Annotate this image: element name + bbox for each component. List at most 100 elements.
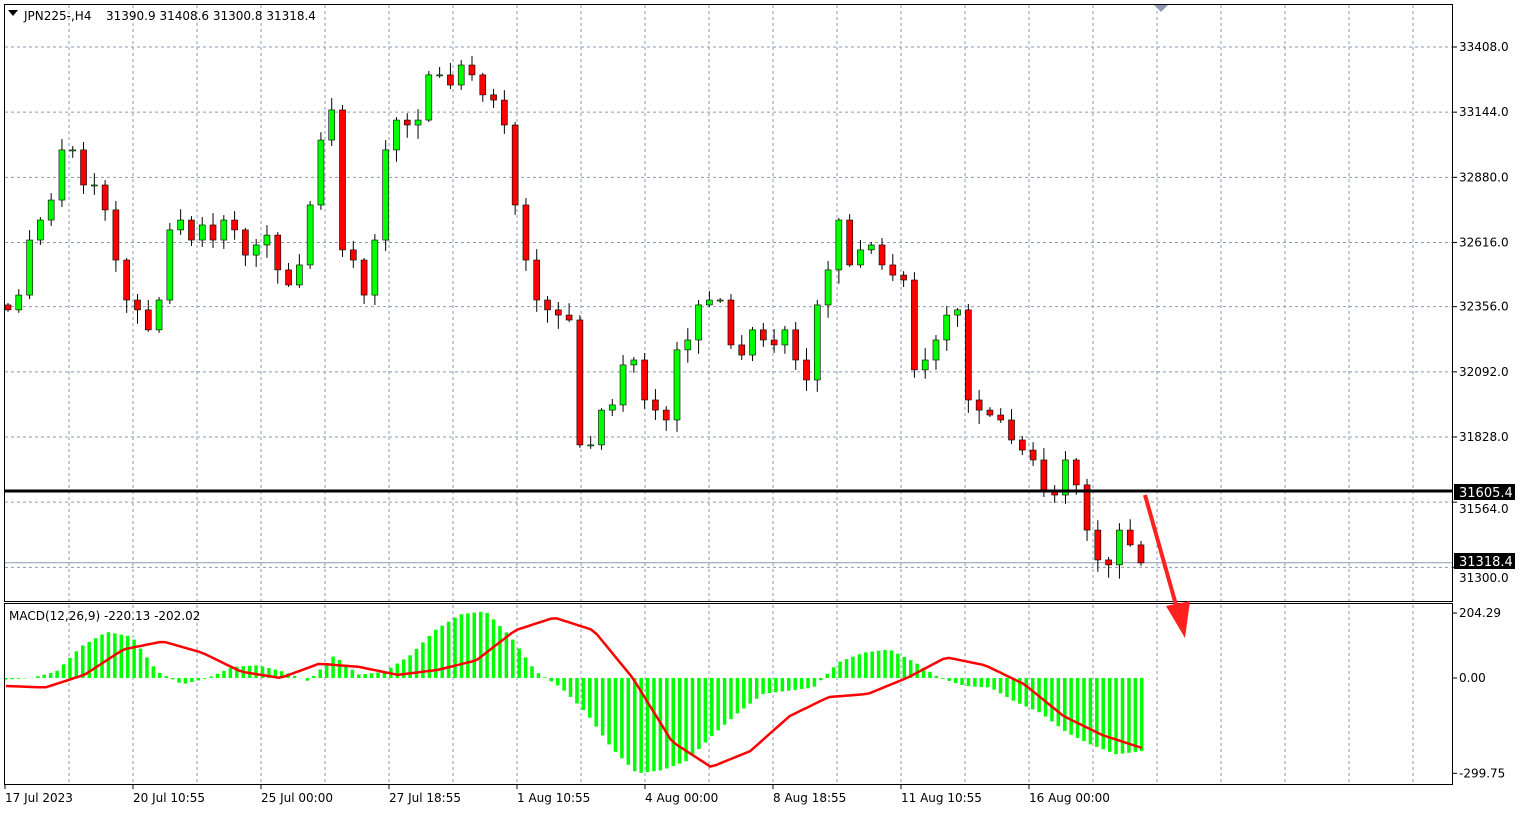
macd-histogram-bar [761, 678, 765, 694]
candle [58, 139, 66, 207]
candle [425, 70, 433, 123]
candle-body [727, 299, 735, 346]
candle [382, 140, 389, 251]
candle-body [188, 219, 195, 241]
macd-histogram-bar [376, 672, 380, 678]
candle [91, 173, 98, 195]
candle [457, 60, 465, 90]
macd-histogram-bar [613, 678, 618, 752]
candle-body [619, 364, 627, 406]
macd-histogram-bar [806, 678, 810, 689]
candle [101, 180, 109, 221]
candle-body [749, 329, 756, 356]
macd-histogram-bar [61, 664, 66, 678]
candle [544, 296, 551, 323]
candle [220, 215, 228, 249]
macd-histogram-bar [74, 651, 79, 678]
macd-histogram-bar [896, 653, 900, 678]
macd-histogram-bar [344, 664, 348, 678]
candle [414, 109, 422, 139]
candle-body [803, 359, 810, 381]
macd-histogram-bar [1062, 678, 1067, 732]
price-axis[interactable]: 33408.0 33144.0 32880.0 32616.0 32356.0 32092… [1452, 40, 1509, 585]
macd-histogram-bar [16, 678, 21, 679]
time-tick-label: 1 Aug 10:55 [517, 791, 590, 805]
macd-histogram-bar [106, 632, 111, 678]
dropdown-triangle-icon[interactable] [8, 10, 18, 16]
macd-histogram-bar [260, 666, 265, 678]
macd-tick-label: 204.29 [1459, 606, 1501, 620]
macd-histogram-bar [742, 678, 746, 709]
macd-histogram-bar [555, 678, 560, 686]
macd-histogram-bar [870, 651, 874, 678]
macd-histogram-bar [93, 638, 98, 678]
candle [878, 238, 886, 270]
macd-histogram-bar [568, 678, 573, 698]
candle [565, 303, 573, 322]
candle-body [296, 264, 303, 286]
candle [1126, 519, 1134, 547]
candle [695, 300, 702, 354]
candle [533, 249, 541, 312]
candle-body [533, 259, 541, 301]
price-tick-label: 33144.0 [1459, 105, 1509, 119]
candle [479, 72, 487, 102]
macd-histogram-bar [190, 678, 194, 682]
macd-histogram-bar [998, 678, 1003, 694]
candle-body [339, 109, 346, 251]
candle [555, 301, 562, 329]
candle-body [716, 299, 724, 302]
candle [26, 230, 33, 300]
time-axis[interactable]: 17 Jul 2023 20 Jul 10:55 25 Jul 00:00 27 Ju… [4, 784, 1110, 805]
macd-histogram-bar [48, 673, 53, 678]
candle-body [911, 279, 918, 371]
candle-body [317, 139, 325, 206]
candle [231, 211, 238, 240]
candle-body [69, 149, 77, 152]
candle [846, 214, 853, 267]
macd-histogram-bar [671, 678, 675, 767]
down-arrow-annotation[interactable] [1143, 494, 1190, 638]
candle [576, 315, 584, 448]
candle-body [706, 299, 713, 306]
macd-axis: 204.29 0.00 -299.75 [1452, 606, 1505, 780]
candle-body [220, 219, 228, 241]
candle-body [684, 339, 692, 351]
macd-histogram-bar [414, 648, 419, 678]
macd-histogram-bar [684, 678, 688, 762]
time-tick-label: 4 Aug 00:00 [645, 791, 718, 805]
candle [209, 213, 217, 248]
candle-body [867, 244, 875, 251]
macd-histogram-bar [1140, 678, 1144, 752]
candle-body [608, 404, 616, 411]
candle [155, 297, 163, 333]
candle [824, 261, 832, 318]
candle [975, 390, 983, 424]
candle-body [177, 219, 184, 231]
candle-body [1137, 544, 1145, 564]
price-tick-label: 32880.0 [1459, 170, 1509, 184]
candle-body [15, 294, 23, 311]
candle-body [673, 349, 681, 421]
candle-body [889, 264, 897, 276]
time-tick-label: 16 Aug 00:00 [1029, 791, 1110, 805]
candle-body [112, 209, 120, 261]
candle-body [231, 219, 238, 231]
macd-histogram-bar [915, 663, 919, 678]
chart-shift-marker-icon[interactable] [1154, 5, 1168, 12]
macd-histogram-bar [979, 678, 984, 687]
candle-body [555, 309, 562, 316]
macd-histogram-bar [273, 669, 278, 678]
candle [349, 241, 357, 268]
macd-histogram-bar [183, 678, 188, 684]
candle [598, 408, 605, 450]
candle-body [382, 149, 389, 241]
candle-body [468, 64, 476, 76]
candle [252, 239, 260, 267]
macd-label: MACD(12,26,9) -220.13 -202.02 [9, 609, 200, 623]
candle [403, 113, 411, 138]
macd-histogram-bar [947, 678, 951, 681]
macd-histogram-bar [434, 629, 438, 678]
candle [943, 306, 951, 351]
